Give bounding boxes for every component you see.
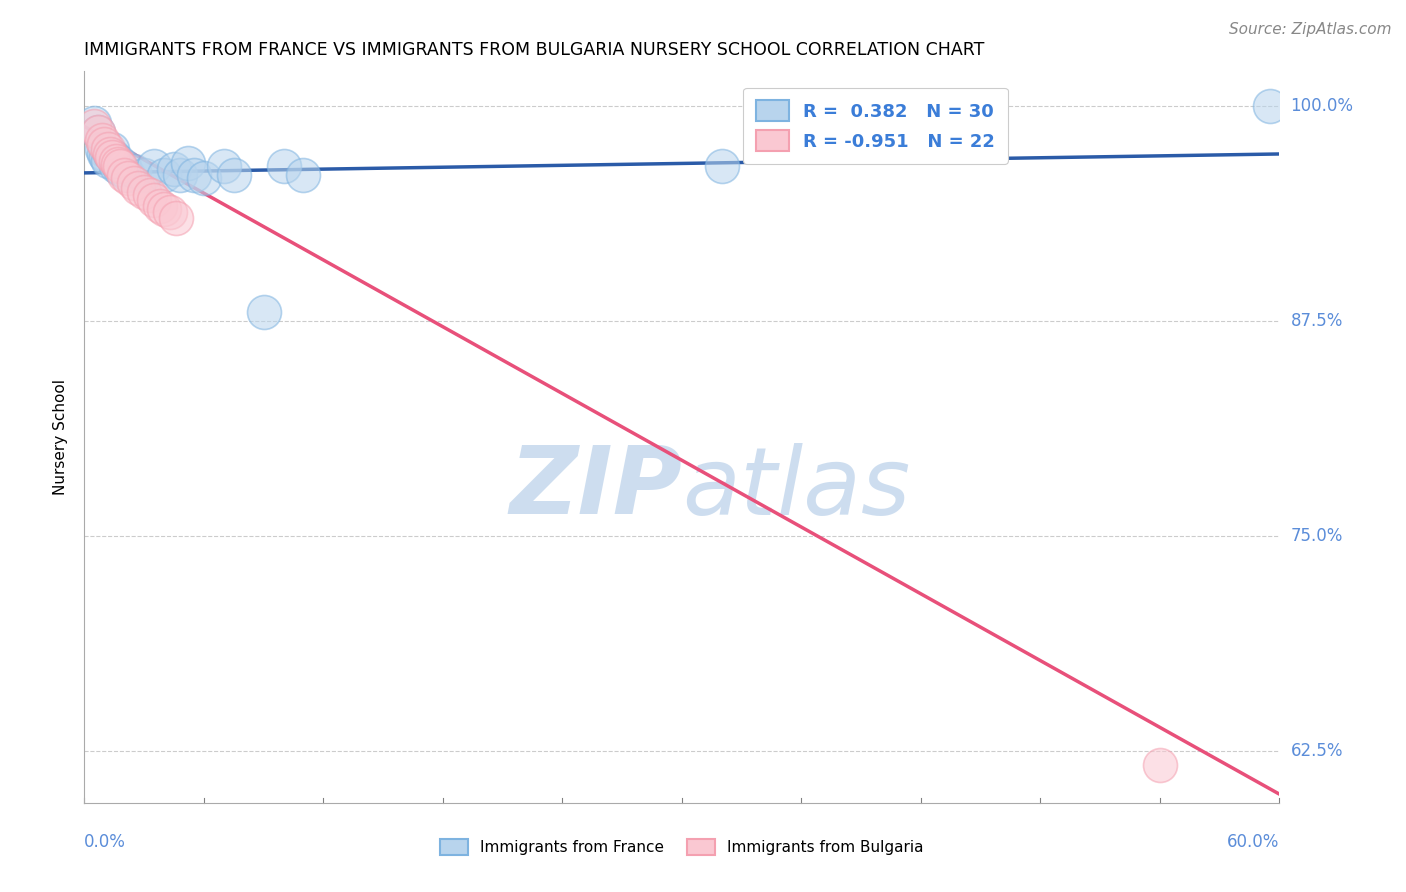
Point: [110, 159, 132, 173]
Point: [273, 159, 295, 173]
Y-axis label: Nursery School: Nursery School: [53, 379, 69, 495]
Point: [83, 120, 105, 134]
Text: ZIP: ZIP: [509, 442, 682, 534]
Text: 0.0%: 0.0%: [84, 833, 127, 851]
Point: [87, 125, 110, 139]
Point: [105, 153, 128, 168]
Point: [292, 168, 315, 182]
Point: [97, 142, 120, 156]
Text: 60.0%: 60.0%: [1227, 833, 1279, 851]
Point: [93, 136, 115, 151]
Point: [212, 159, 235, 173]
Point: [165, 211, 187, 225]
Point: [122, 164, 145, 178]
Point: [97, 153, 120, 168]
Point: [253, 305, 276, 319]
Legend: Immigrants from France, Immigrants from Bulgaria: Immigrants from France, Immigrants from …: [434, 833, 929, 861]
Point: [193, 171, 215, 186]
Point: [132, 168, 156, 182]
Point: [1149, 758, 1171, 772]
Text: 75.0%: 75.0%: [1291, 527, 1343, 545]
Point: [107, 157, 129, 171]
Point: [112, 159, 135, 173]
Point: [98, 147, 121, 161]
Point: [153, 168, 176, 182]
Point: [101, 142, 124, 156]
Text: 100.0%: 100.0%: [1291, 96, 1354, 115]
Point: [83, 116, 105, 130]
Point: [103, 150, 125, 164]
Point: [107, 153, 129, 168]
Point: [153, 202, 176, 216]
Point: [98, 147, 121, 161]
Point: [149, 198, 172, 212]
Point: [159, 205, 181, 219]
Point: [93, 147, 115, 161]
Point: [163, 162, 186, 177]
Point: [222, 168, 245, 182]
Text: IMMIGRANTS FROM FRANCE VS IMMIGRANTS FROM BULGARIA NURSERY SCHOOL CORRELATION CH: IMMIGRANTS FROM FRANCE VS IMMIGRANTS FRO…: [84, 41, 984, 59]
Point: [132, 185, 156, 199]
Point: [110, 162, 132, 177]
Point: [122, 176, 145, 190]
Point: [139, 188, 162, 202]
Point: [91, 133, 114, 147]
Text: atlas: atlas: [682, 442, 910, 533]
Point: [96, 150, 118, 164]
Point: [117, 171, 139, 186]
Point: [177, 155, 200, 169]
Text: 87.5%: 87.5%: [1291, 312, 1343, 330]
Point: [183, 168, 205, 182]
Point: [127, 181, 149, 195]
Point: [101, 150, 124, 164]
Point: [143, 194, 166, 208]
Point: [87, 125, 110, 139]
Point: [1258, 99, 1281, 113]
Point: [143, 159, 166, 173]
Point: [91, 142, 114, 156]
Point: [112, 168, 135, 182]
Point: [169, 168, 191, 182]
Text: Source: ZipAtlas.com: Source: ZipAtlas.com: [1229, 22, 1392, 37]
Point: [117, 168, 139, 182]
Point: [105, 159, 128, 173]
Text: 62.5%: 62.5%: [1291, 742, 1343, 760]
Point: [710, 159, 733, 173]
